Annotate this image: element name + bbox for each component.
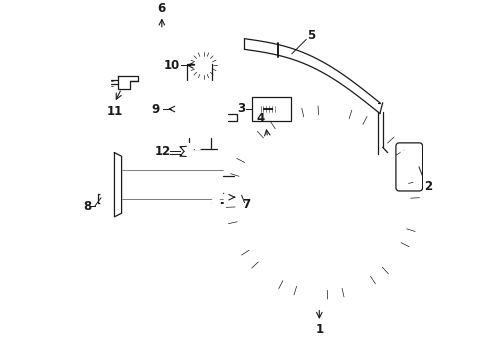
- Text: 11: 11: [106, 105, 122, 118]
- Ellipse shape: [266, 213, 274, 226]
- Ellipse shape: [403, 156, 414, 178]
- Circle shape: [211, 198, 220, 207]
- Text: 8: 8: [83, 199, 92, 213]
- Circle shape: [104, 200, 110, 206]
- Ellipse shape: [285, 185, 293, 199]
- Ellipse shape: [181, 143, 194, 151]
- Text: 4: 4: [256, 112, 264, 125]
- Ellipse shape: [273, 105, 281, 113]
- Bar: [175, 83, 224, 135]
- Bar: [122, 156, 223, 213]
- Circle shape: [400, 179, 405, 183]
- Text: 10: 10: [163, 59, 180, 72]
- Bar: [171, 80, 228, 138]
- Ellipse shape: [183, 145, 191, 149]
- Polygon shape: [114, 153, 122, 217]
- Text: 6: 6: [158, 2, 165, 15]
- Text: 1: 1: [315, 323, 323, 336]
- Circle shape: [139, 174, 161, 195]
- Circle shape: [400, 150, 405, 155]
- Circle shape: [193, 141, 202, 150]
- Circle shape: [195, 57, 211, 73]
- Bar: [91, 32, 247, 331]
- Circle shape: [101, 196, 114, 209]
- Circle shape: [264, 186, 277, 199]
- Circle shape: [219, 184, 241, 207]
- Text: 12: 12: [154, 145, 170, 158]
- Ellipse shape: [265, 144, 269, 147]
- Bar: [251, 98, 290, 121]
- Text: 9: 9: [151, 103, 159, 116]
- Ellipse shape: [315, 243, 329, 251]
- Circle shape: [101, 187, 114, 200]
- Circle shape: [131, 166, 168, 203]
- Polygon shape: [118, 76, 137, 89]
- Circle shape: [223, 103, 422, 302]
- Ellipse shape: [183, 152, 191, 157]
- Circle shape: [104, 191, 110, 197]
- Circle shape: [176, 178, 188, 191]
- Ellipse shape: [262, 142, 272, 149]
- Ellipse shape: [275, 107, 279, 111]
- Circle shape: [412, 179, 417, 183]
- Bar: [255, 104, 261, 113]
- Circle shape: [170, 172, 195, 197]
- Circle shape: [412, 150, 417, 155]
- Circle shape: [168, 141, 176, 150]
- Text: 2: 2: [423, 180, 431, 193]
- Circle shape: [400, 208, 408, 217]
- Circle shape: [190, 52, 217, 79]
- Bar: [167, 135, 210, 156]
- Circle shape: [190, 66, 209, 84]
- Circle shape: [312, 193, 332, 212]
- Circle shape: [224, 189, 236, 202]
- FancyBboxPatch shape: [395, 143, 422, 191]
- Text: 3: 3: [236, 102, 244, 115]
- Text: 5: 5: [307, 30, 315, 42]
- Text: 7: 7: [242, 198, 250, 211]
- Ellipse shape: [181, 150, 194, 158]
